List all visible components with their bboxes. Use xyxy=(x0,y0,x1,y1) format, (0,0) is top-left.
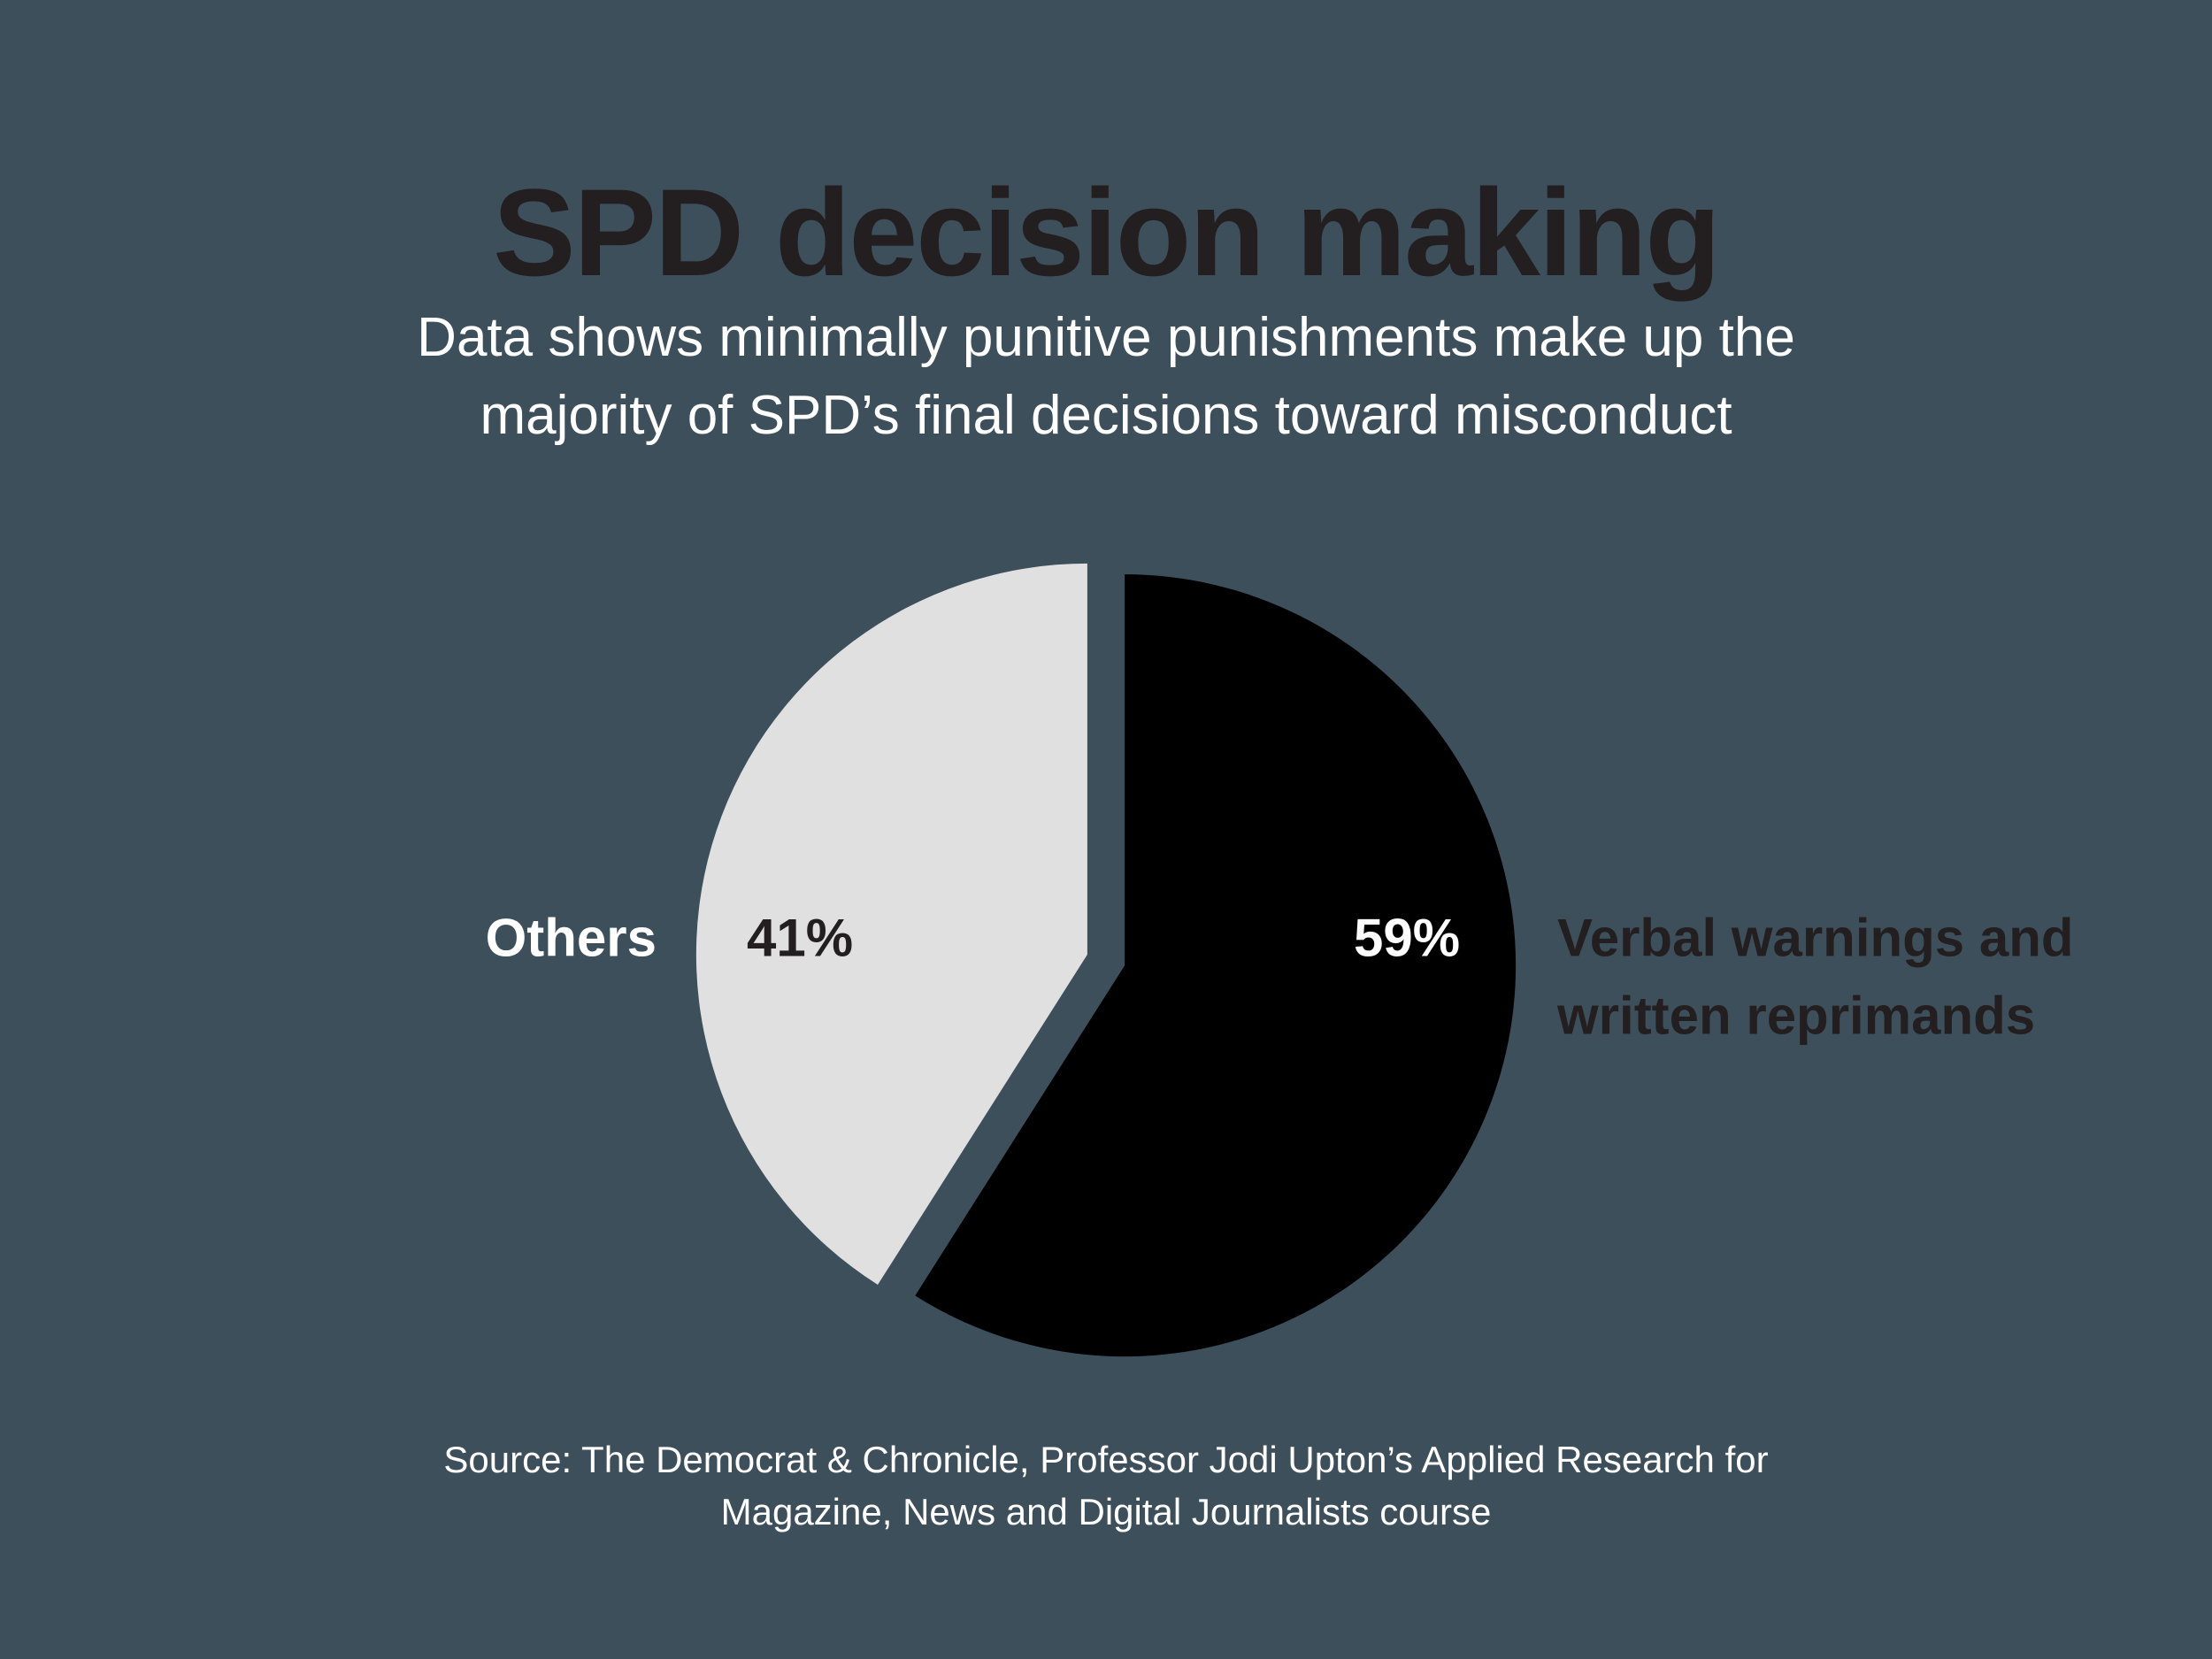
pie-slice-others xyxy=(695,563,1087,1286)
slice-value-label: 41% xyxy=(747,909,853,968)
chart-title: SPD decision making xyxy=(493,163,1721,302)
pie-labels: 59% Verbal warnings and written reprimands… xyxy=(486,909,2074,1046)
slice-category-label-line: Others xyxy=(486,909,657,968)
slice-category-label-line: Verbal warnings and xyxy=(1557,909,2074,968)
pie-slice-verbal-warnings xyxy=(915,574,1517,1357)
slice-value-label: 59% xyxy=(1354,909,1460,968)
pie-slices xyxy=(695,563,1517,1357)
chart-subtitle: Data shows minimally punitive punishment… xyxy=(417,307,1795,446)
slice-category-label: Others xyxy=(486,909,657,968)
slice-category-label: Verbal warnings and written reprimands xyxy=(1556,909,2074,1046)
source-note: Source: The Democrat & Chronicle, Profes… xyxy=(443,1439,1769,1532)
slice-category-label-line: written reprimands xyxy=(1556,987,2035,1046)
